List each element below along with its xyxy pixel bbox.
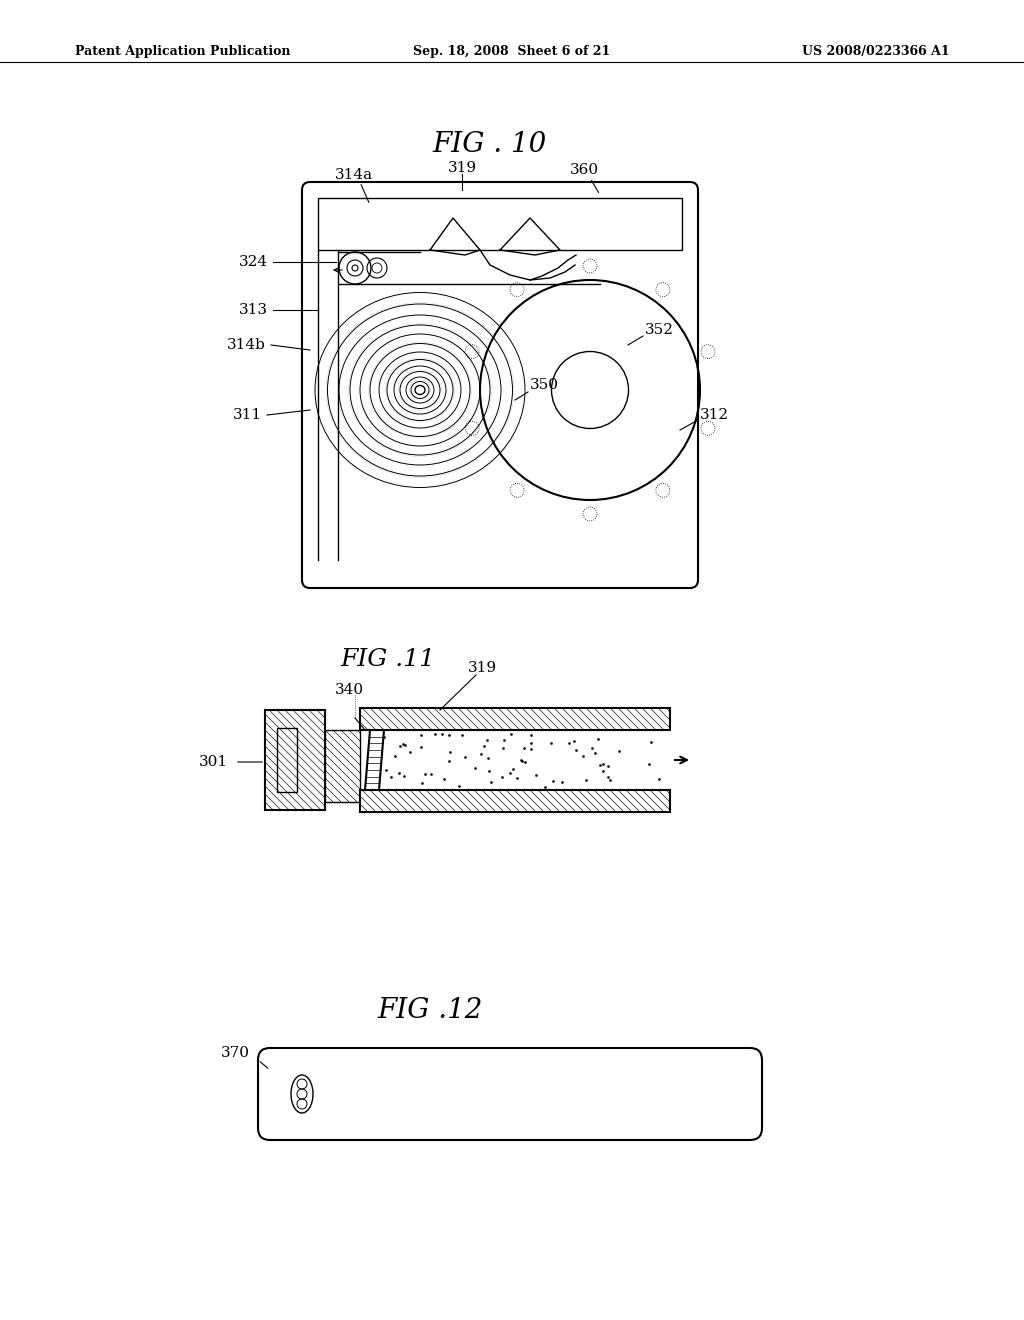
Text: FIG . 10: FIG . 10 (433, 132, 547, 158)
Bar (325, 730, 360, 803)
Bar (360, 789, 670, 812)
Text: US 2008/0223366 A1: US 2008/0223366 A1 (803, 45, 950, 58)
Text: 352: 352 (645, 323, 674, 337)
Bar (265, 710, 325, 810)
Text: 314a: 314a (335, 168, 373, 182)
Text: 313: 313 (239, 304, 268, 317)
Bar (360, 708, 670, 730)
Text: 319: 319 (447, 161, 476, 176)
Text: 312: 312 (700, 408, 729, 422)
Text: 350: 350 (530, 378, 559, 392)
Text: 319: 319 (468, 661, 497, 675)
Text: Sep. 18, 2008  Sheet 6 of 21: Sep. 18, 2008 Sheet 6 of 21 (414, 45, 610, 58)
Bar (318, 198, 682, 249)
FancyBboxPatch shape (258, 1048, 762, 1140)
Text: 301: 301 (199, 755, 228, 770)
Text: Patent Application Publication: Patent Application Publication (75, 45, 291, 58)
Text: FIG .12: FIG .12 (377, 997, 482, 1023)
Text: 311: 311 (232, 408, 262, 422)
Bar (278, 729, 297, 792)
Text: 314b: 314b (227, 338, 266, 352)
Text: FIG .11: FIG .11 (340, 648, 435, 672)
Text: 360: 360 (570, 162, 599, 177)
Text: 324: 324 (239, 255, 268, 269)
Text: 340: 340 (335, 682, 365, 697)
Text: 370: 370 (221, 1045, 250, 1060)
